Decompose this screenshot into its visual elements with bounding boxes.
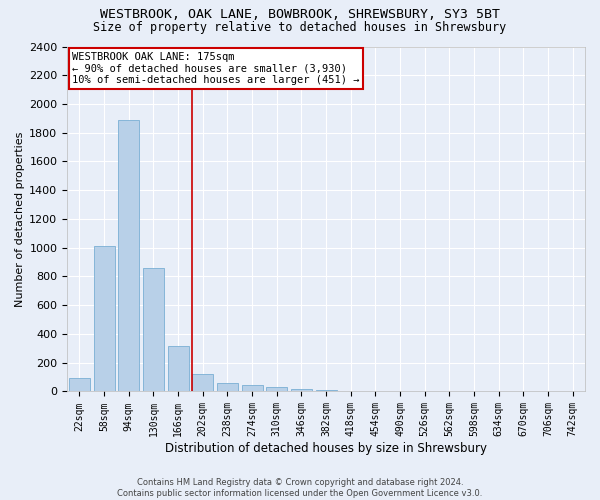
Text: WESTBROOK OAK LANE: 175sqm
← 90% of detached houses are smaller (3,930)
10% of s: WESTBROOK OAK LANE: 175sqm ← 90% of deta… <box>73 52 360 85</box>
Text: WESTBROOK, OAK LANE, BOWBROOK, SHREWSBURY, SY3 5BT: WESTBROOK, OAK LANE, BOWBROOK, SHREWSBUR… <box>100 8 500 20</box>
Bar <box>217 384 238 392</box>
Bar <box>316 390 337 392</box>
Bar <box>118 120 139 392</box>
Bar <box>143 268 164 392</box>
Bar <box>340 391 361 392</box>
Bar <box>167 346 188 392</box>
Bar <box>291 389 312 392</box>
Text: Contains HM Land Registry data © Crown copyright and database right 2024.
Contai: Contains HM Land Registry data © Crown c… <box>118 478 482 498</box>
Bar <box>266 388 287 392</box>
Text: Size of property relative to detached houses in Shrewsbury: Size of property relative to detached ho… <box>94 21 506 34</box>
Y-axis label: Number of detached properties: Number of detached properties <box>15 132 25 306</box>
Bar <box>242 384 263 392</box>
X-axis label: Distribution of detached houses by size in Shrewsbury: Distribution of detached houses by size … <box>165 442 487 455</box>
Bar <box>69 378 90 392</box>
Bar <box>94 246 115 392</box>
Bar <box>192 374 213 392</box>
